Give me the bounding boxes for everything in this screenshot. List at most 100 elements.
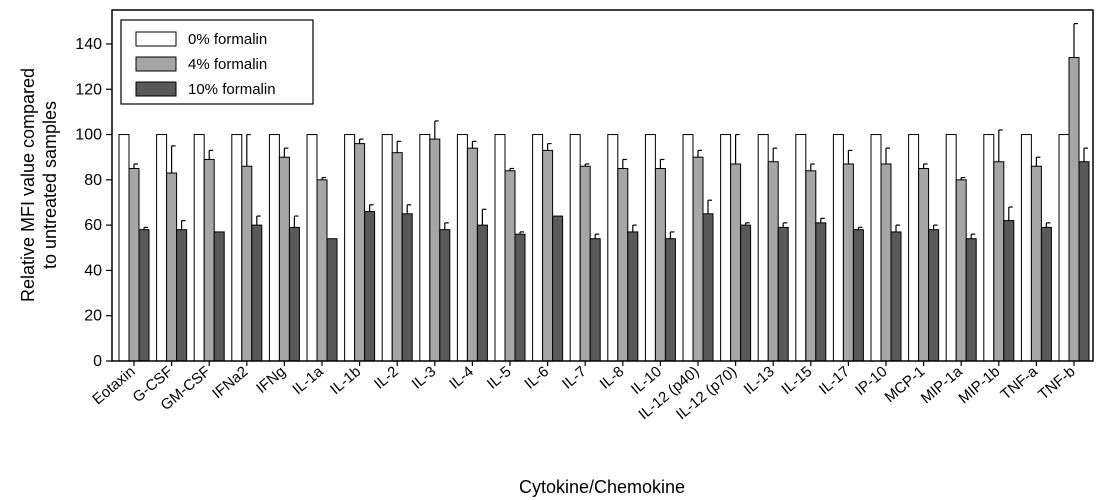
bar-1-10 — [504, 170, 516, 362]
error-bar-1-20 — [885, 147, 890, 164]
error-bar-2-3 — [256, 215, 261, 226]
error-bar-1-0 — [133, 163, 138, 169]
bar-2-23 — [1003, 220, 1015, 362]
chart-marks — [118, 22, 1090, 362]
bar-1-22 — [955, 179, 967, 362]
error-bar-2-13 — [632, 224, 637, 232]
error-bar-1-23 — [998, 129, 1003, 162]
bar-1-0 — [128, 168, 140, 362]
y-tick-label-4: 80 — [84, 172, 102, 189]
bar-1-24 — [1030, 165, 1042, 362]
plot-frame — [111, 9, 1094, 362]
bar-2-15 — [702, 213, 714, 362]
bar-0-21 — [908, 134, 920, 362]
bar-1-25 — [1068, 57, 1080, 362]
error-bar-2-22 — [970, 233, 976, 239]
bar-1-14 — [654, 168, 666, 362]
error-bar-2-14 — [669, 231, 675, 239]
bar-0-15 — [682, 134, 694, 362]
bar-0-20 — [870, 134, 882, 362]
bar-2-3 — [251, 224, 263, 362]
bar-0-19 — [832, 134, 844, 362]
y-tick-label-3: 60 — [84, 217, 102, 234]
error-bar-1-6 — [359, 138, 364, 144]
bar-0-0 — [118, 134, 130, 362]
x-tick-label-24: TNF-a — [997, 363, 1041, 404]
bar-2-21 — [928, 229, 940, 362]
legend-swatch-0 — [135, 31, 177, 47]
bar-2-1 — [176, 229, 188, 362]
x-tick-label-19: IL-17 — [816, 363, 853, 398]
bar-2-2 — [213, 231, 225, 362]
error-bar-1-2 — [208, 149, 214, 160]
bar-2-14 — [664, 238, 676, 362]
bar-2-4 — [288, 226, 300, 362]
error-bar-1-19 — [847, 149, 853, 164]
error-bar-1-7 — [396, 140, 402, 153]
x-axis-title: Cytokine/Chemokine — [519, 477, 685, 497]
bar-0-8 — [419, 134, 431, 362]
bar-1-18 — [805, 170, 817, 362]
bar-1-7 — [391, 152, 403, 362]
x-tick-label-13: IL-8 — [597, 363, 628, 393]
bar-2-16 — [740, 224, 752, 362]
error-bar-2-17 — [782, 222, 788, 228]
bar-2-9 — [476, 224, 488, 362]
error-bar-2-23 — [1008, 206, 1013, 221]
x-tick-label-7: IL-2 — [371, 363, 402, 393]
bar-1-8 — [429, 138, 441, 362]
error-bar-2-6 — [369, 204, 374, 212]
error-bar-1-21 — [922, 163, 928, 169]
bar-0-23 — [983, 134, 995, 362]
bar-0-6 — [344, 134, 356, 362]
y-axis-title-line-2: to untreated samples — [40, 101, 60, 269]
bar-2-0 — [138, 229, 150, 362]
y-axis-title-line-1: Relative MFI value compared — [18, 68, 38, 302]
bar-0-3 — [231, 134, 243, 362]
x-tick-label-9: IL-4 — [446, 363, 477, 393]
error-bar-2-10 — [519, 231, 524, 235]
x-tick-label-23: MIP-1b — [955, 363, 1003, 407]
bar-2-20 — [890, 231, 902, 362]
bar-1-20 — [880, 163, 892, 362]
x-tick-label-22: MIP-1a — [918, 363, 966, 408]
error-bar-2-4 — [293, 215, 299, 228]
bar-1-11 — [542, 149, 554, 362]
bar-2-18 — [815, 222, 827, 362]
error-bar-2-21 — [932, 224, 938, 230]
error-bar-1-22 — [960, 176, 966, 180]
bar-0-10 — [494, 134, 506, 362]
bar-1-16 — [730, 163, 742, 362]
error-bar-2-18 — [820, 217, 825, 223]
bar-0-17 — [757, 134, 769, 362]
bar-1-2 — [203, 158, 215, 362]
bar-0-9 — [456, 134, 468, 362]
bar-2-7 — [401, 213, 413, 362]
bar-1-3 — [241, 165, 253, 362]
error-bar-1-18 — [810, 163, 815, 171]
bar-0-11 — [532, 134, 544, 362]
legend-label-0: 0% formalin — [188, 31, 267, 48]
bar-2-19 — [852, 229, 864, 362]
x-tick-label-12: IL-7 — [559, 363, 590, 393]
bar-0-13 — [607, 134, 619, 362]
legend-swatch-1 — [135, 56, 177, 72]
error-bar-1-16 — [734, 133, 740, 164]
bar-0-22 — [945, 134, 957, 362]
error-bar-2-24 — [1045, 222, 1051, 228]
bar-2-13 — [627, 231, 639, 362]
bar-2-10 — [514, 233, 526, 362]
error-bar-2-8 — [444, 222, 449, 230]
error-bar-1-12 — [584, 163, 590, 167]
error-bar-2-15 — [707, 199, 712, 214]
error-bar-2-0 — [143, 226, 148, 230]
error-bar-1-14 — [659, 158, 665, 169]
bar-1-15 — [692, 156, 704, 362]
error-bar-1-8 — [434, 120, 439, 140]
x-tick-label-3: IFNa2 — [209, 363, 251, 402]
bar-1-6 — [354, 143, 366, 362]
error-bar-1-1 — [171, 145, 176, 174]
y-tick-label-1: 20 — [84, 308, 102, 325]
error-bar-1-4 — [283, 147, 289, 158]
